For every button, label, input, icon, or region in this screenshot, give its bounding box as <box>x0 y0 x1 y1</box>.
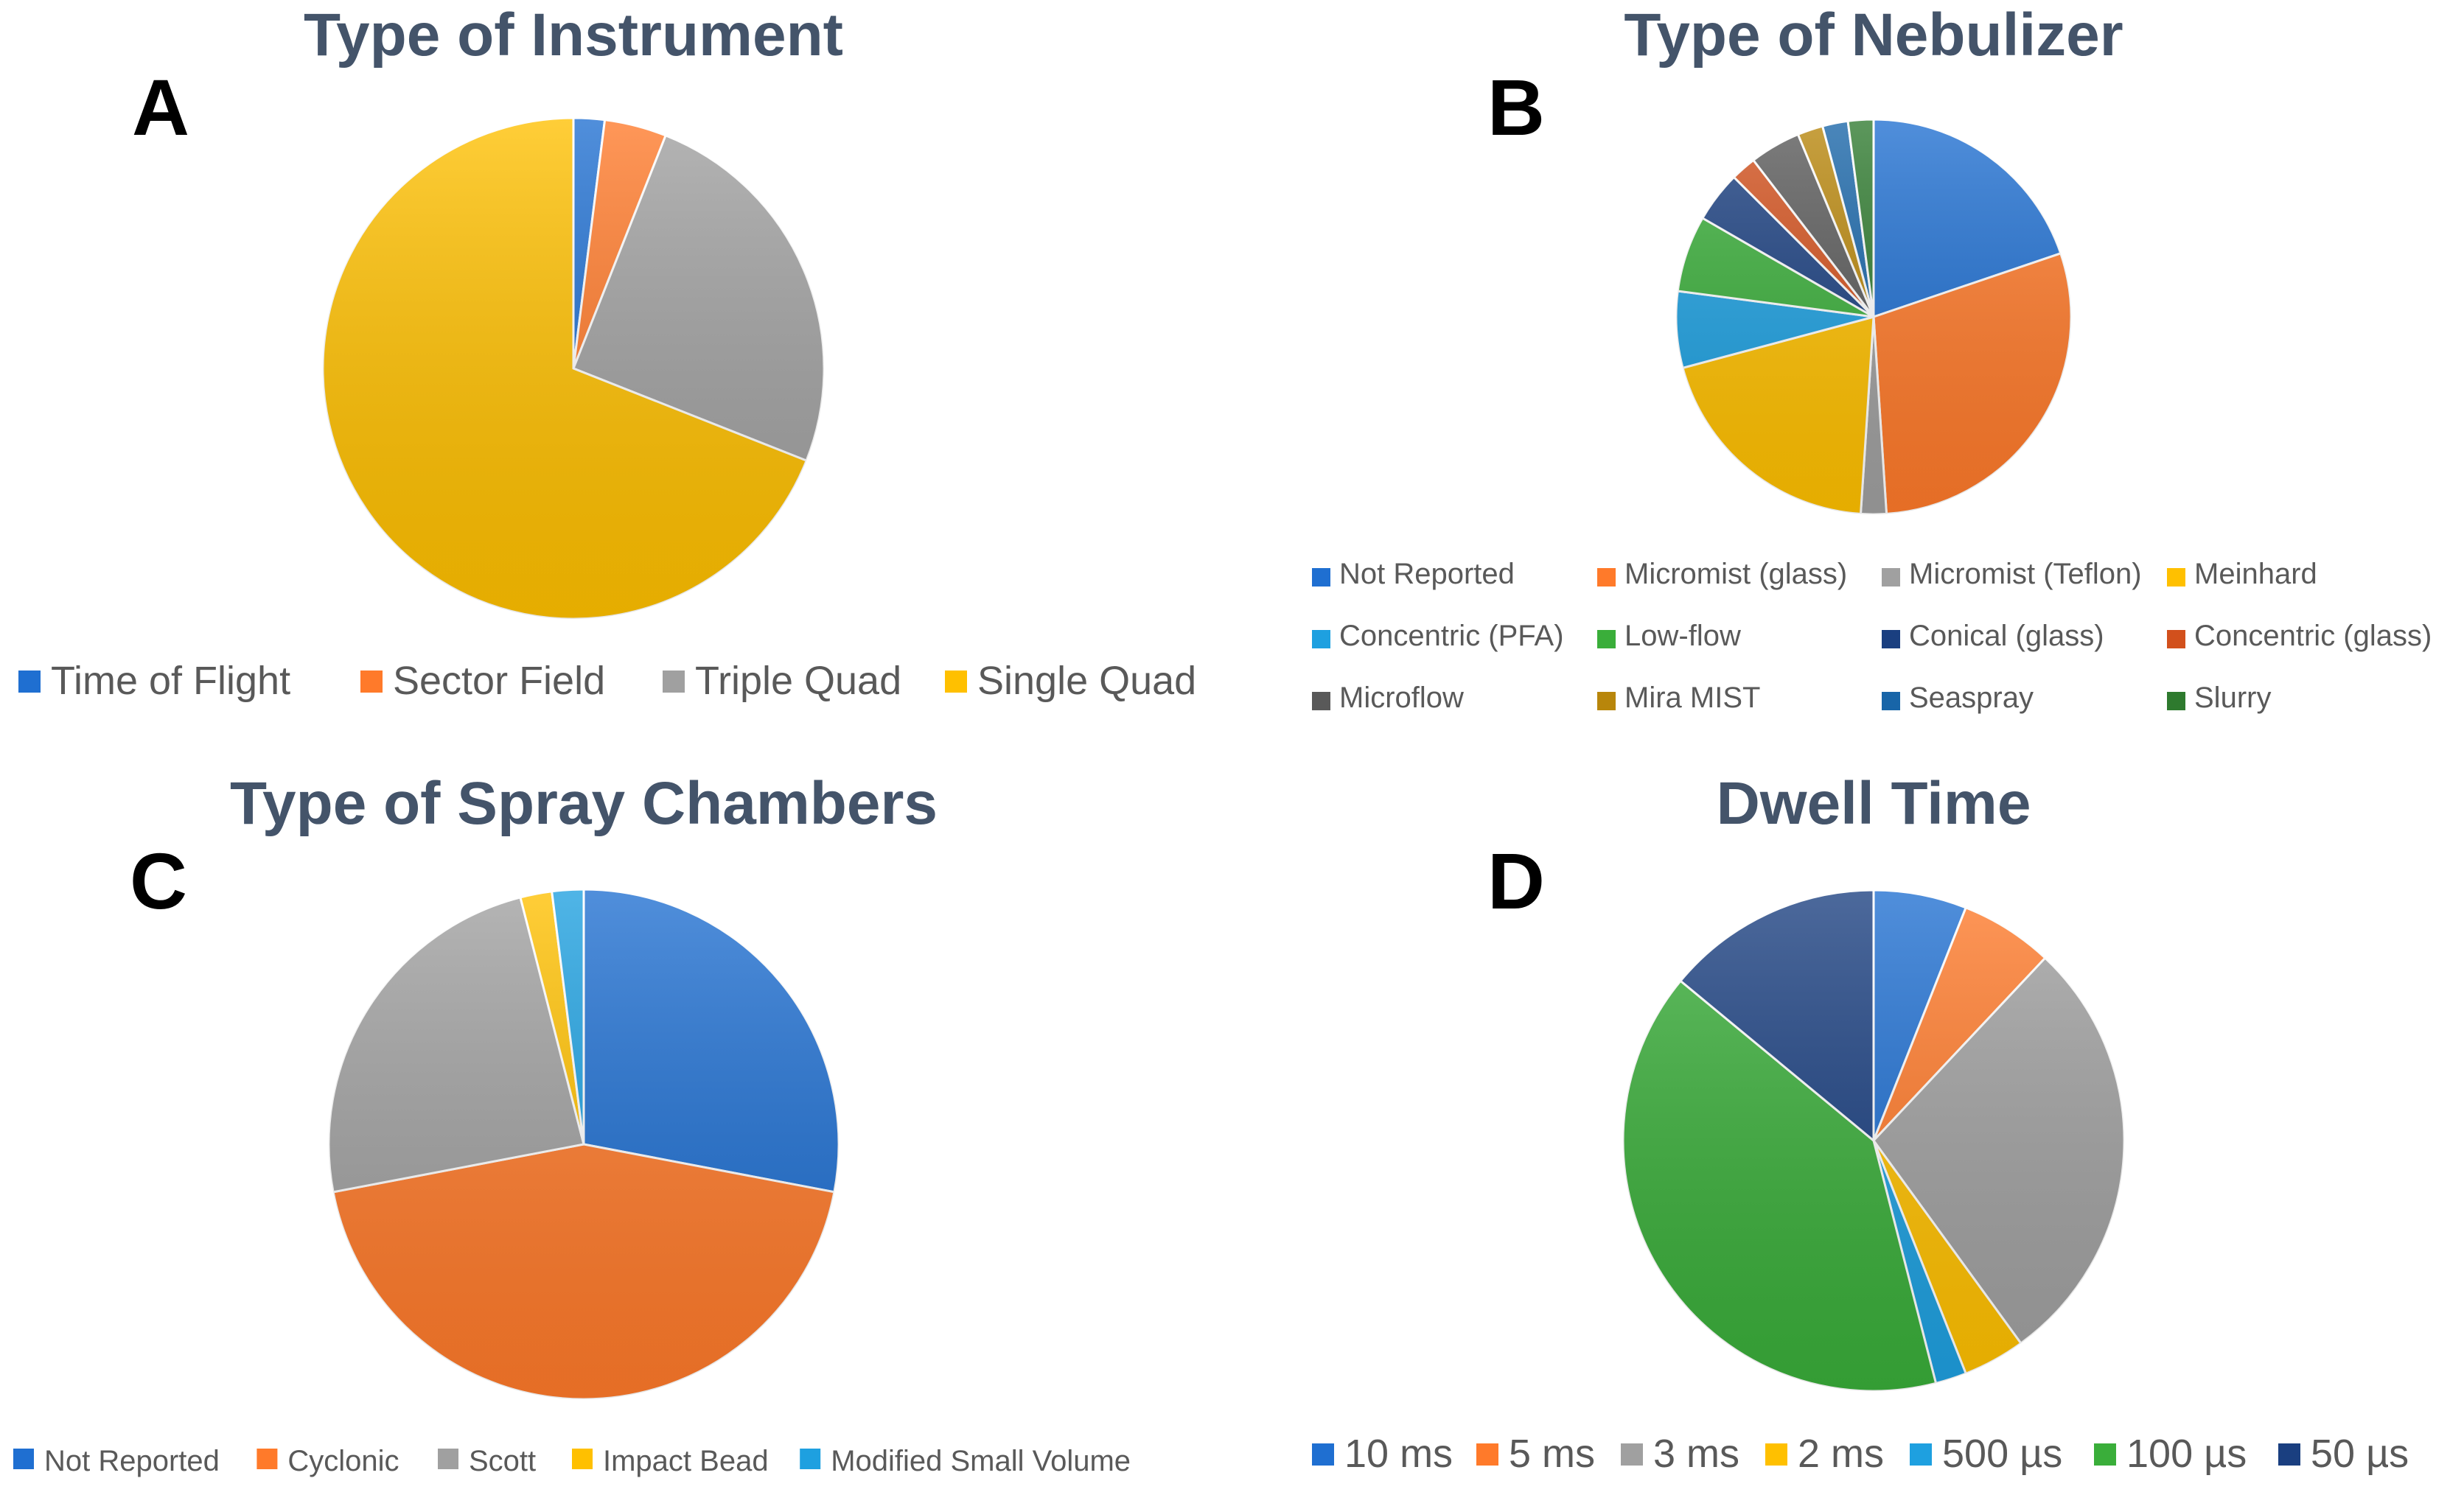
legend: Not Reported Micromist (glass) Micromist (… <box>1312 558 2432 714</box>
legend-label-5-ms: 5 ms <box>1509 1432 1595 1476</box>
legend-swatch-100-us <box>2094 1443 2116 1466</box>
legend-swatch-single-quad <box>945 671 967 693</box>
legend-label-seaspray: Seaspray <box>1909 682 2034 714</box>
legend-label-impact-bead: Impact Bead <box>603 1445 769 1477</box>
panel-letter: B <box>1487 63 1545 152</box>
panel-b: Type of Nebulizer B Not Reported Micromis… <box>1312 1 2432 714</box>
legend-swatch-concentric-pfa <box>1312 630 1330 648</box>
legend-label-modified-small-volume: Modified Small Volume <box>831 1445 1131 1477</box>
legend-label-sector-field: Sector Field <box>393 659 605 703</box>
legend-swatch-500-us <box>1910 1443 1932 1466</box>
pie-slices <box>327 888 840 1401</box>
legend-label-cyclonic: Cyclonic <box>287 1445 399 1477</box>
panel-c: Type of Spray Chambers C Not Reported Cyc… <box>13 770 1131 1477</box>
chart-title: Dwell Time <box>1717 770 2031 837</box>
legend-swatch-50-us <box>2278 1443 2300 1466</box>
panel-letter: C <box>130 836 187 925</box>
legend-label-mira-mist: Mira MIST <box>1624 682 1760 714</box>
panel-letter: A <box>132 63 189 152</box>
panel-a: Type of Instrument A Time of Flight Secto… <box>18 1 1196 703</box>
legend-swatch-2-ms <box>1765 1443 1787 1466</box>
legend-swatch-low-flow <box>1597 630 1616 648</box>
legend-label-meinhard: Meinhard <box>2194 558 2317 590</box>
legend-label-concentric-glass: Concentric (glass) <box>2194 620 2432 652</box>
legend-label-single-quad: Single Quad <box>977 659 1196 703</box>
legend-swatch-micromist-teflon <box>1882 568 1900 587</box>
legend-label-50-us: 50 µs <box>2311 1432 2409 1476</box>
legend-swatch-microflow <box>1312 692 1330 710</box>
legend-swatch-3-ms <box>1621 1443 1643 1466</box>
pie-slices <box>1622 889 2126 1393</box>
legend-label-micromist-teflon: Micromist (Teflon) <box>1909 558 2142 590</box>
pie-slice-cyclonic <box>332 1143 836 1401</box>
panel-letter: D <box>1487 836 1545 925</box>
pie-slices <box>321 116 826 620</box>
legend-label-scott: Scott <box>469 1445 536 1477</box>
legend-swatch-triple-quad <box>663 671 685 693</box>
legend-swatch-meinhard <box>2167 568 2185 587</box>
legend-label-2-ms: 2 ms <box>1798 1432 1884 1476</box>
legend-label-concentric-pfa: Concentric (PFA) <box>1339 620 1564 652</box>
legend: Time of Flight Sector Field Triple Quad Sin… <box>18 659 1196 703</box>
legend-label-10-ms: 10 ms <box>1344 1432 1453 1476</box>
legend-swatch-conical-glass <box>1882 630 1900 648</box>
legend-label-3-ms: 3 ms <box>1653 1432 1739 1476</box>
legend-swatch-slurry <box>2167 692 2185 710</box>
chart-title: Type of Nebulizer <box>1624 1 2123 69</box>
legend-swatch-mira-mist <box>1597 692 1616 710</box>
legend-swatch-cyclonic <box>256 1449 278 1469</box>
legend-label-500-us: 500 µs <box>1942 1432 2062 1476</box>
legend-label-not-reported: Not Reported <box>1339 558 1515 590</box>
legend-label-not-reported: Not Reported <box>44 1445 220 1477</box>
legend-swatch-modified-small-volume <box>800 1449 821 1469</box>
legend-swatch-sector-field <box>360 671 383 693</box>
legend-swatch-not-reported <box>13 1449 34 1469</box>
pie-slices <box>1675 118 2073 516</box>
legend-swatch-concentric-glass <box>2167 630 2185 648</box>
legend-label-micromist-glass: Micromist (glass) <box>1624 558 1847 590</box>
chart-title: Type of Instrument <box>304 1 843 69</box>
legend-label-conical-glass: Conical (glass) <box>1909 620 2104 652</box>
legend-swatch-5-ms <box>1476 1443 1498 1466</box>
legend-label-triple-quad: Triple Quad <box>695 659 901 703</box>
legend-swatch-scott <box>438 1449 458 1469</box>
legend: 10 ms 5 ms 3 ms 2 ms 500 µs 100 µs 50 µs <box>1312 1432 2409 1476</box>
legend-label-100-us: 100 µs <box>2126 1432 2247 1476</box>
legend-label-slurry: Slurry <box>2194 682 2271 714</box>
legend-label-low-flow: Low-flow <box>1624 620 1741 652</box>
legend-swatch-seaspray <box>1882 692 1900 710</box>
legend: Not Reported Cyclonic Scott Impact Bead Modi… <box>13 1445 1131 1477</box>
panel-d: Dwell Time D 10 ms 5 ms 3 ms 2 ms 500 µs 100 … <box>1312 770 2409 1476</box>
legend-swatch-micromist-glass <box>1597 568 1616 587</box>
legend-label-microflow: Microflow <box>1339 682 1464 714</box>
legend-swatch-impact-bead <box>572 1449 593 1469</box>
legend-swatch-time-of-flight <box>18 671 41 693</box>
chart-title: Type of Spray Chambers <box>230 770 938 837</box>
legend-swatch-10-ms <box>1312 1443 1334 1466</box>
legend-swatch-not-reported <box>1312 568 1330 587</box>
legend-label-time-of-flight: Time of Flight <box>51 659 290 703</box>
pie-slice-not-reported <box>582 888 840 1194</box>
